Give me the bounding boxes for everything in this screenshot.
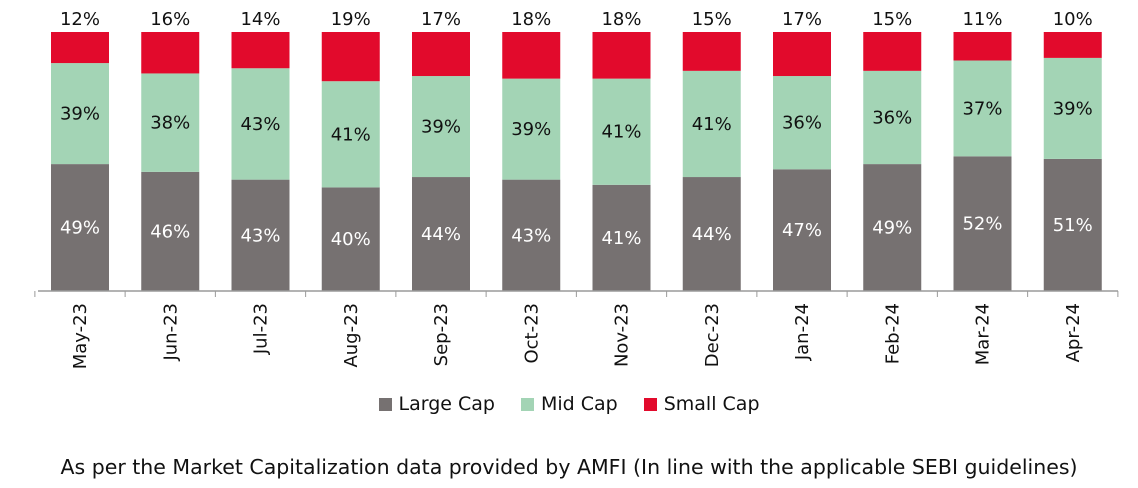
bar-small-cap-mar-24 <box>953 32 1012 61</box>
data-label-mid-cap-jul-23: 43% <box>240 114 280 135</box>
legend-label-mid-cap: Mid Cap <box>540 393 618 415</box>
x-tick-label-dec-23: Dec-23 <box>702 303 723 367</box>
x-tick-label-nov-23: Nov-23 <box>612 303 633 367</box>
data-label-mid-cap-sep-23: 39% <box>421 117 461 138</box>
bar-large-cap-jul-23 <box>231 179 290 291</box>
x-tick-labels-layer: May-23 Jun-23 Jul-23 Aug-23 Sep-23 Oct-23 Nov-… <box>34 291 1119 369</box>
bar-mid-cap-may-23 <box>51 63 109 165</box>
data-label-large-cap-aug-23: 40% <box>331 229 371 250</box>
bar-mid-cap-aug-23 <box>321 81 380 188</box>
x-tick-label-sep-23: Sep-23 <box>431 303 452 366</box>
bar-mid-cap-sep-23 <box>412 76 470 178</box>
bar-small-cap-nov-23 <box>592 32 651 79</box>
x-tick-label-feb-24: Feb-24 <box>882 303 903 364</box>
bar-mid-cap-dec-23 <box>682 70 741 178</box>
bar-mid-cap-jul-23 <box>231 68 290 180</box>
x-tick-label-oct-23: Oct-23 <box>521 303 542 364</box>
data-label-mid-cap-feb-24: 36% <box>872 107 912 128</box>
x-tick-label-jul-23: Jul-23 <box>251 303 272 355</box>
data-label-small-cap-nov-23: 18% <box>601 9 641 30</box>
bar-small-cap-dec-23 <box>682 32 741 71</box>
bar-mid-cap-mar-24 <box>953 60 1012 157</box>
data-label-small-cap-may-23: 12% <box>60 9 100 30</box>
data-label-large-cap-feb-24: 49% <box>872 218 912 239</box>
bar-small-cap-jan-24 <box>773 32 831 77</box>
data-label-mid-cap-jun-23: 38% <box>150 113 190 134</box>
x-tick-label-may-23: May-23 <box>70 303 91 369</box>
bar-small-cap-feb-24 <box>863 32 922 71</box>
data-label-large-cap-mar-24: 52% <box>962 214 1002 235</box>
data-label-small-cap-apr-24: 10% <box>1053 9 1093 30</box>
data-label-large-cap-sep-23: 44% <box>421 224 461 245</box>
bar-large-cap-feb-24 <box>863 164 922 291</box>
x-tick-label-mar-24: Mar-24 <box>973 303 994 365</box>
data-label-large-cap-jan-24: 47% <box>782 220 822 241</box>
data-label-small-cap-aug-23: 19% <box>331 9 371 30</box>
bar-small-cap-jun-23 <box>141 32 200 74</box>
data-label-mid-cap-dec-23: 41% <box>692 114 732 135</box>
legend-swatch-mid-cap <box>520 397 534 411</box>
bar-small-cap-oct-23 <box>502 32 561 79</box>
data-label-mid-cap-oct-23: 39% <box>511 119 551 140</box>
bar-large-cap-oct-23 <box>502 179 561 291</box>
data-label-mid-cap-may-23: 39% <box>60 104 100 125</box>
x-tick-label-jun-23: Jun-23 <box>160 303 181 362</box>
bar-mid-cap-apr-24 <box>1043 57 1102 159</box>
data-label-large-cap-apr-24: 51% <box>1053 215 1093 236</box>
bar-small-cap-aug-23 <box>321 32 380 82</box>
legend-item-mid-cap: Mid Cap <box>520 393 618 415</box>
bar-small-cap-apr-24 <box>1043 32 1102 58</box>
bar-large-cap-apr-24 <box>1043 158 1102 291</box>
data-label-large-cap-nov-23: 41% <box>601 228 641 249</box>
legend-item-large-cap: Large Cap <box>378 393 495 415</box>
data-label-small-cap-feb-24: 15% <box>872 9 912 30</box>
data-label-mid-cap-mar-24: 37% <box>962 98 1002 119</box>
data-label-small-cap-mar-24: 11% <box>962 9 1002 30</box>
data-label-small-cap-dec-23: 15% <box>692 9 732 30</box>
bar-large-cap-mar-24 <box>953 156 1012 291</box>
data-label-small-cap-sep-23: 17% <box>421 9 461 30</box>
bar-large-cap-jan-24 <box>773 169 831 291</box>
bar-large-cap-jun-23 <box>141 171 200 291</box>
bar-mid-cap-nov-23 <box>592 78 651 185</box>
bar-large-cap-sep-23 <box>412 177 470 291</box>
data-label-small-cap-jul-23: 14% <box>240 9 280 30</box>
legend-label-large-cap: Large Cap <box>398 393 495 415</box>
legend-item-small-cap: Small Cap <box>643 393 760 415</box>
data-label-large-cap-jul-23: 43% <box>240 225 280 246</box>
bar-large-cap-dec-23 <box>682 177 741 291</box>
data-label-large-cap-dec-23: 44% <box>692 224 732 245</box>
bar-mid-cap-feb-24 <box>863 70 922 165</box>
bar-mid-cap-jun-23 <box>141 73 200 172</box>
data-label-mid-cap-aug-23: 41% <box>331 124 371 145</box>
stacked-bar-chart: 49% 39% 12% 46% 38% 16% 43% 43% 14% 40% 41% 19% 44% 3… <box>34 9 1119 369</box>
data-label-mid-cap-apr-24: 39% <box>1053 98 1093 119</box>
bar-large-cap-may-23 <box>51 164 109 291</box>
bar-small-cap-jul-23 <box>231 32 290 69</box>
legend-label-small-cap: Small Cap <box>663 393 760 415</box>
bar-small-cap-sep-23 <box>412 32 470 77</box>
bar-mid-cap-jan-24 <box>773 76 831 170</box>
data-label-small-cap-jan-24: 17% <box>782 9 822 30</box>
x-tick-label-apr-24: Apr-24 <box>1063 303 1084 362</box>
data-label-small-cap-oct-23: 18% <box>511 9 551 30</box>
bars-layer <box>51 32 1102 291</box>
bar-large-cap-aug-23 <box>321 187 380 291</box>
data-label-large-cap-oct-23: 43% <box>511 225 551 246</box>
legend-swatch-large-cap <box>378 397 392 411</box>
bar-small-cap-may-23 <box>51 32 109 64</box>
data-label-mid-cap-nov-23: 41% <box>601 122 641 143</box>
legend-swatch-small-cap <box>643 397 657 411</box>
x-tick-label-jan-24: Jan-24 <box>792 303 813 361</box>
bar-large-cap-nov-23 <box>592 184 651 291</box>
footnote: As per the Market Capitalization data pr… <box>60 455 1078 479</box>
bar-mid-cap-oct-23 <box>502 78 561 180</box>
data-label-small-cap-jun-23: 16% <box>150 9 190 30</box>
data-labels-layer: 49% 39% 12% 46% 38% 16% 43% 43% 14% 40% 41% 19% 44% 3… <box>60 9 1093 250</box>
x-tick-label-aug-23: Aug-23 <box>341 303 362 368</box>
data-label-large-cap-may-23: 49% <box>60 218 100 239</box>
data-label-mid-cap-jan-24: 36% <box>782 113 822 134</box>
data-label-large-cap-jun-23: 46% <box>150 221 190 242</box>
legend: Large Cap Mid Cap Small Cap <box>0 393 1138 415</box>
